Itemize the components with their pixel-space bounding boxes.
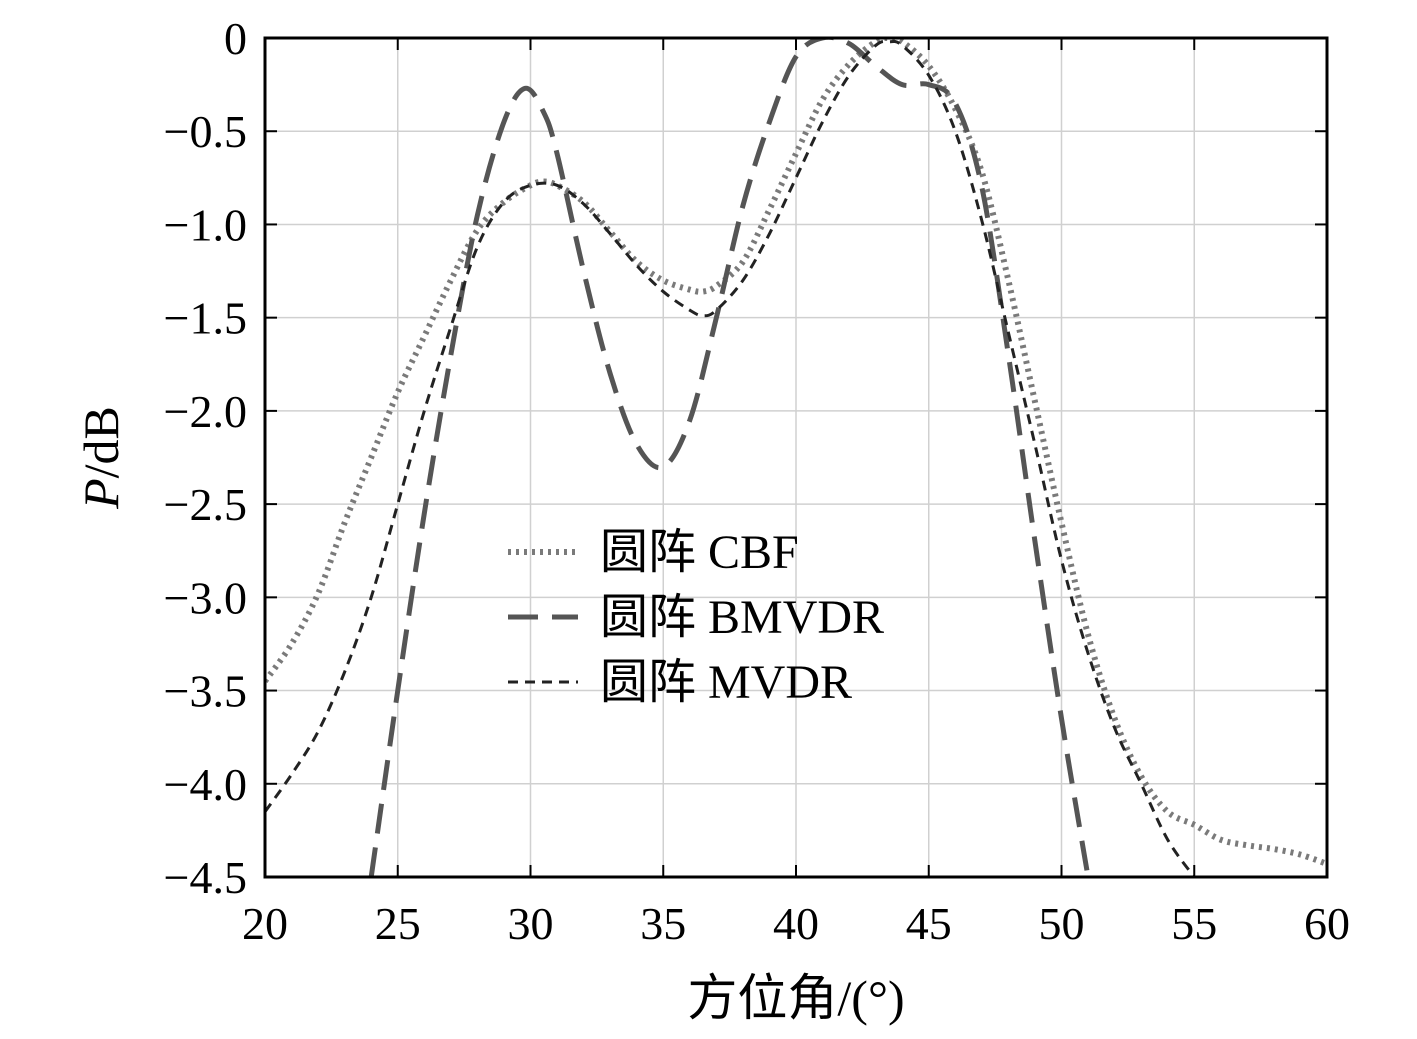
x-tick-label: 55 — [1171, 898, 1217, 949]
x-tick-label: 35 — [640, 898, 686, 949]
y-tick-label: −3.0 — [164, 572, 247, 623]
x-tick-label: 20 — [242, 898, 288, 949]
y-tick-label: −1.0 — [164, 199, 247, 250]
y-axis-title-unit: /dB — [73, 406, 129, 478]
y-tick-label: −4.5 — [164, 852, 247, 903]
legend-label-3: 圆阵 MVDR — [600, 656, 852, 709]
y-tick-label: −4.0 — [164, 759, 247, 810]
x-tick-label: 60 — [1304, 898, 1350, 949]
y-tick-label: 0 — [224, 13, 247, 64]
y-tick-label: −3.5 — [164, 666, 247, 717]
x-tick-label: 40 — [773, 898, 819, 949]
x-tick-label: 45 — [906, 898, 952, 949]
x-axis-title: 方位角/(°) — [687, 970, 904, 1026]
grid-lines — [264, 37, 1328, 878]
y-tick-labels: 0 −0.5 −1.0 −1.5 −2.0 −2.5 −3.0 −3.5 −4.0 −4.5 — [164, 13, 247, 903]
x-tick-label: 25 — [375, 898, 421, 949]
x-tick-label: 30 — [508, 898, 554, 949]
x-tick-labels: 20 25 30 35 40 45 50 55 60 — [242, 898, 1350, 949]
y-axis-title: P/dB — [73, 406, 129, 510]
axis-ticks — [264, 37, 1328, 878]
legend-label-2: 圆阵 BMVDR — [600, 591, 884, 644]
y-tick-label: −1.5 — [164, 293, 247, 344]
y-axis-title-symbol: P — [73, 478, 129, 510]
y-tick-label: −2.5 — [164, 479, 247, 530]
legend-label-1: 圆阵 CBF — [600, 526, 799, 579]
series-line-3 — [265, 39, 1196, 877]
series-line-2 — [368, 38, 1091, 877]
y-tick-label: −0.5 — [164, 106, 247, 157]
plot-area — [265, 38, 1327, 877]
x-tick-label: 50 — [1039, 898, 1085, 949]
legend: 圆阵 CBF 圆阵 BMVDR 圆阵 MVDR — [508, 526, 884, 709]
series-line-1 — [265, 38, 1327, 867]
y-tick-label: −2.0 — [164, 386, 247, 437]
